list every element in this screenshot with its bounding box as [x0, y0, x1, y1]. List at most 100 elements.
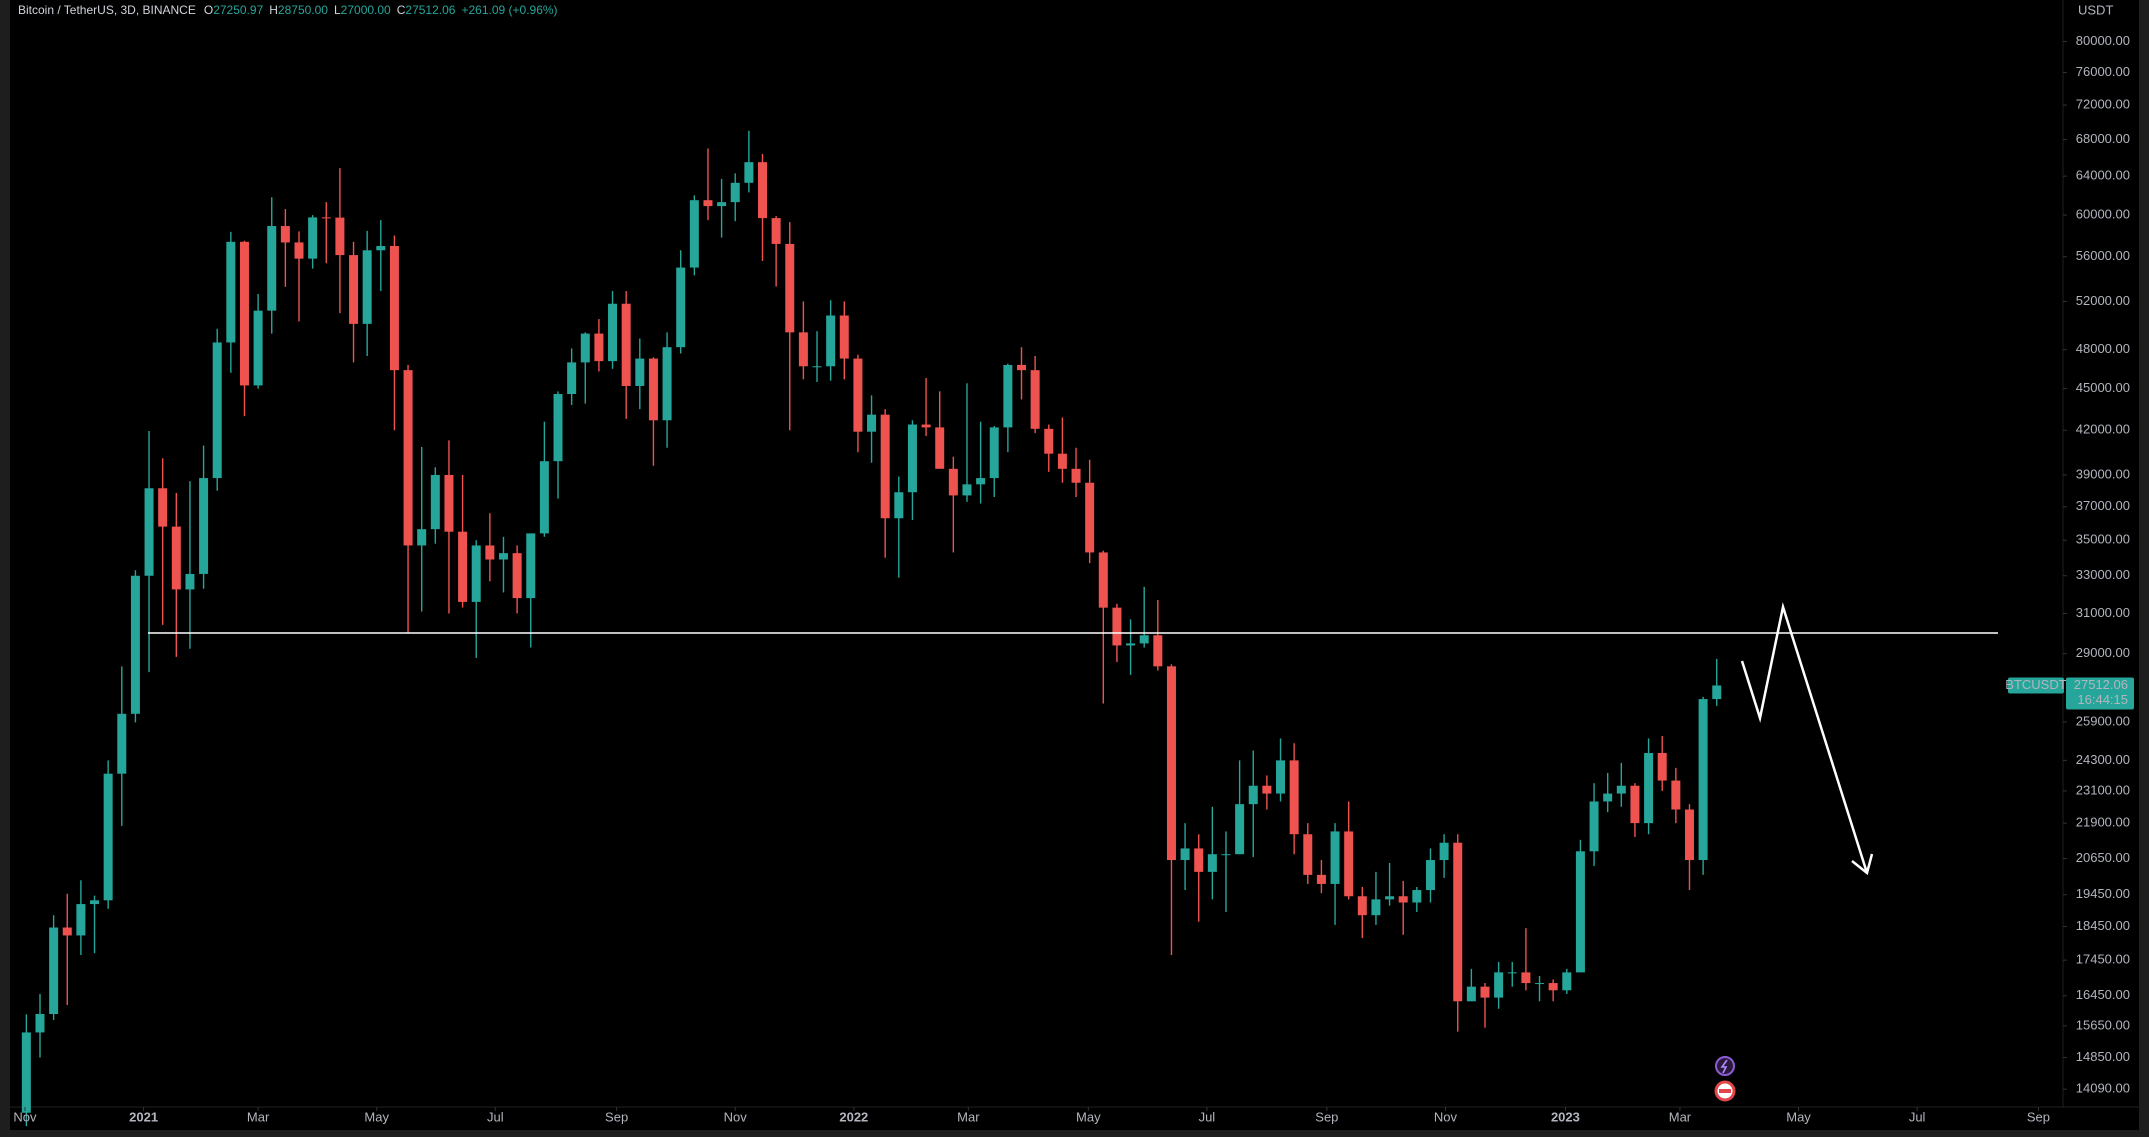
candle-body — [1398, 896, 1408, 903]
candle-body — [1616, 785, 1626, 794]
candle-body — [744, 162, 754, 183]
candle-body — [1480, 986, 1490, 998]
y-tick-label: 31000.00 — [2076, 605, 2130, 620]
y-tick-label: 24300.00 — [2076, 752, 2130, 767]
event-icon-glyph — [1720, 1059, 1728, 1074]
y-tick-label: 72000.00 — [2076, 97, 2130, 112]
candle-body — [1385, 896, 1395, 900]
candle-body — [1098, 552, 1108, 608]
candle-body — [1303, 834, 1313, 875]
x-tick-label: Nov — [724, 1109, 748, 1124]
candle-body — [1207, 854, 1217, 872]
candle-body — [144, 488, 154, 576]
x-tick-label: 2022 — [839, 1109, 868, 1124]
candle-body — [1671, 780, 1681, 810]
y-tick-label: 60000.00 — [2076, 207, 2130, 222]
candle-body — [458, 531, 468, 602]
candle-body — [1221, 854, 1231, 856]
candle-body — [853, 358, 863, 432]
candle-body — [130, 575, 140, 714]
candle-body — [1521, 972, 1531, 984]
y-tick-label: 56000.00 — [2076, 248, 2130, 263]
candle-body — [199, 478, 209, 574]
candle-body — [867, 414, 877, 432]
candle-body — [49, 927, 59, 1015]
candle-body — [1494, 972, 1504, 998]
candle-body — [1235, 804, 1245, 855]
change-value: +261.09 (+0.96%) — [461, 3, 557, 17]
candle-body — [1589, 801, 1599, 852]
candle-body — [1698, 699, 1708, 861]
candle-body — [35, 1014, 45, 1033]
candle-body — [662, 347, 672, 421]
x-tick-label: Sep — [2027, 1109, 2050, 1124]
candle-body — [989, 427, 999, 479]
candle-body — [962, 484, 972, 496]
candle-body — [608, 303, 618, 362]
y-tick-label: 23100.00 — [2076, 782, 2130, 797]
candle-body — [621, 303, 631, 386]
ohlc-label: O — [204, 3, 213, 17]
candle-body — [471, 545, 481, 602]
x-tick-label: Jul — [1909, 1109, 1926, 1124]
y-tick-label: 42000.00 — [2076, 422, 2130, 437]
candle-body — [430, 474, 440, 530]
candle-body — [703, 200, 713, 207]
candle-body — [1507, 972, 1517, 974]
candle-body — [785, 243, 795, 333]
candle-body — [389, 246, 399, 371]
price-tag: 27512.06 — [2074, 677, 2128, 692]
candle-body — [1112, 607, 1122, 646]
candle-body — [1017, 364, 1027, 371]
candle-body — [376, 246, 386, 251]
candle-body — [226, 241, 236, 343]
candle-body — [880, 414, 890, 519]
x-tick-label: May — [364, 1109, 389, 1124]
candle-body — [976, 478, 986, 485]
y-tick-label: 15650.00 — [2076, 1017, 2130, 1032]
y-tick-label: 45000.00 — [2076, 380, 2130, 395]
candle-body — [1030, 370, 1040, 429]
candle-body — [1180, 848, 1190, 861]
candle-body — [212, 342, 222, 479]
candle-body — [1276, 760, 1286, 794]
y-tick-label: 16450.00 — [2076, 987, 2130, 1002]
candle-body — [594, 333, 604, 362]
candle-body — [757, 162, 767, 219]
y-tick-label: 17450.00 — [2076, 952, 2130, 967]
candle-body — [362, 250, 372, 324]
candle-body — [1439, 842, 1449, 861]
candle-body — [1453, 842, 1463, 1002]
ohlc-value: 27000.00 — [341, 3, 391, 17]
candle-body — [1357, 896, 1367, 916]
candle-body — [948, 468, 958, 496]
candle-body — [1548, 983, 1558, 991]
countdown-tag: 16:44:15 — [2077, 692, 2128, 707]
event-icon[interactable] — [1715, 1056, 1735, 1076]
arrow-head — [1851, 853, 1874, 876]
candle-body — [321, 217, 331, 219]
candle-body — [580, 333, 590, 363]
candle-body — [1575, 851, 1585, 973]
ohlc-label: L — [334, 3, 341, 17]
candle-body — [553, 394, 563, 462]
candle-body — [1371, 899, 1381, 916]
symbol-label: Bitcoin / TetherUS, 3D, BINANCE — [18, 3, 196, 17]
ohlc-label: C — [397, 3, 406, 17]
candle-body — [635, 358, 645, 386]
candle-body — [349, 255, 359, 324]
candle-body — [648, 358, 658, 421]
candle-body — [512, 553, 522, 599]
candle-body — [62, 927, 72, 936]
candle-body — [498, 553, 508, 560]
x-tick-label: Mar — [1669, 1109, 1692, 1124]
y-tick-label: 18450.00 — [2076, 918, 2130, 933]
candle-body — [567, 362, 577, 395]
candle-body — [894, 492, 904, 519]
candle-body — [1126, 643, 1136, 646]
candle-body — [1316, 874, 1326, 884]
candle-body — [526, 533, 536, 599]
candle-body — [771, 218, 781, 244]
candle-body — [812, 366, 822, 368]
candle-body — [1071, 468, 1081, 483]
